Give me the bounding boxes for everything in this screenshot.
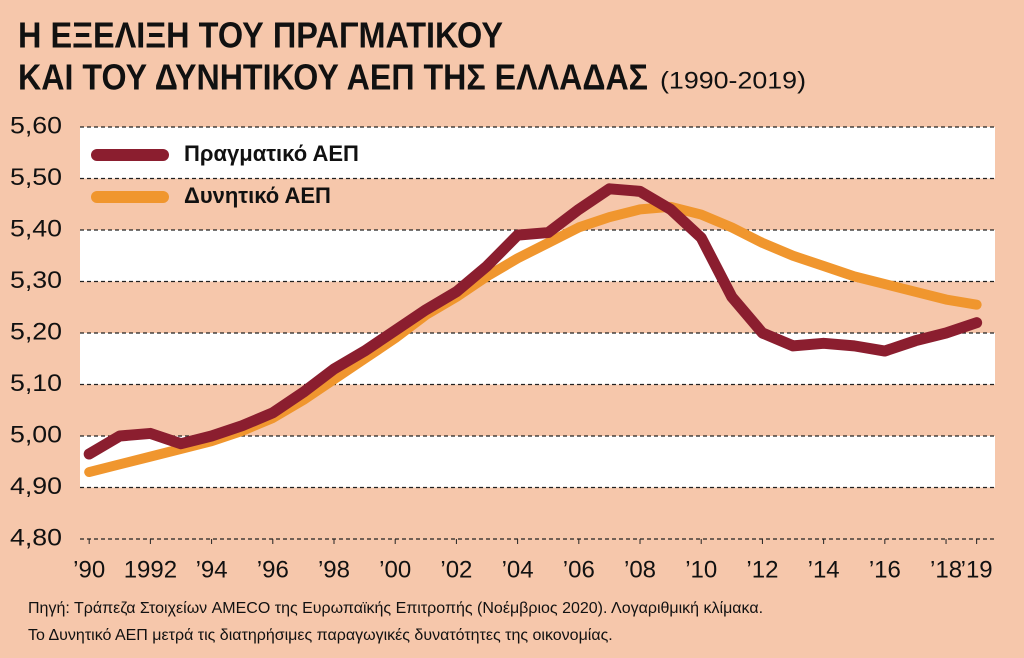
y-tick-label: 5,30 [10,267,62,294]
y-tick-label: 5,20 [10,318,62,345]
x-tick-label: ’98 [318,556,350,583]
y-tick-label: 5,10 [10,370,62,397]
x-tick-label: ’10 [685,556,717,583]
x-tick-label: ’06 [563,556,595,583]
chart-subtitle: (1990-2019) [660,67,806,94]
x-tick-label: ’94 [196,556,228,583]
legend-label: Δυνητικό ΑΕΠ [184,183,331,208]
x-tick-label: ’96 [257,556,289,583]
source-note: Πηγή: Τράπεζα Στοιχείων AMECO της Ευρωπα… [28,600,763,617]
x-tick-label: ’00 [379,556,411,583]
y-tick-label: 4,80 [10,524,62,551]
x-tick-label: ’14 [808,556,840,583]
x-tick-label: ’16 [869,556,901,583]
x-tick-label: ’02 [440,556,472,583]
y-tick-label: 5,50 [10,164,62,191]
plot-band [80,436,995,488]
source-note: Το Δυνητικό ΑΕΠ μετρά τις διατηρήσιμες π… [28,627,613,644]
y-tick-label: 5,00 [10,421,62,448]
x-tick-label: ’19 [961,556,993,583]
y-tick-label: 5,40 [10,215,62,242]
x-tick-label: ’18 [930,556,962,583]
x-tick-label: ’90 [73,556,105,583]
chart-title: Η ΕΞΕΛΙΞΗ ΤΟΥ ΠΡΑΓΜΑΤΙΚΟΥ [18,15,503,56]
plot-band [80,333,995,385]
y-tick-label: 5,60 [10,112,62,139]
x-tick-label: ’08 [624,556,656,583]
x-tick-label: ’04 [502,556,534,583]
chart-title: ΚΑΙ ΤΟΥ ΔΥΝΗΤΙΚΟΥ ΑΕΠ ΤΗΣ ΕΛΛΑΔΑΣ [18,57,648,98]
y-tick-label: 4,90 [10,473,62,500]
x-tick-label: 1992 [124,556,177,583]
x-tick-label: ’12 [746,556,778,583]
legend-label: Πραγματικό ΑΕΠ [184,141,359,166]
data-line [83,183,983,460]
plot-band [80,127,995,179]
